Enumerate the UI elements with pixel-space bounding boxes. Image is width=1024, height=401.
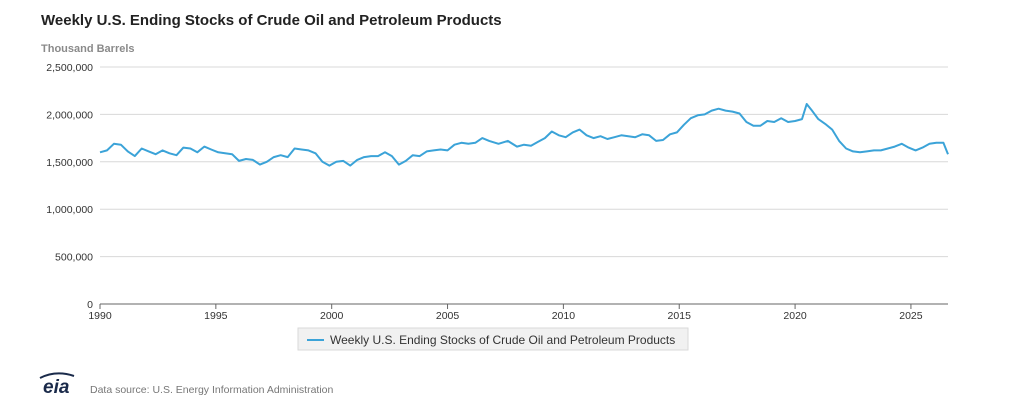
y-tick-label: 500,000 <box>55 252 93 264</box>
eia-logo[interactable]: eia <box>43 377 70 398</box>
chart-title: Weekly U.S. Ending Stocks of Crude Oil a… <box>41 12 502 29</box>
x-tick-label: 2000 <box>320 310 344 322</box>
y-axis-unit-label: Thousand Barrels <box>41 43 135 55</box>
series-line[interactable] <box>99 103 949 167</box>
y-tick-label: 2,500,000 <box>46 62 93 74</box>
x-tick-label: 2020 <box>783 310 807 322</box>
footer: eia Data source: U.S. Energy Information… <box>39 372 334 398</box>
legend-box <box>297 327 689 351</box>
x-tick-label: 1990 <box>88 310 112 322</box>
data-source-text: Data source: U.S. Energy Information Adm… <box>90 384 334 396</box>
y-tick-label: 2,000,000 <box>46 109 93 121</box>
legend-label[interactable]: Weekly U.S. Ending Stocks of Crude Oil a… <box>330 333 675 347</box>
x-tick-label: 1995 <box>204 310 228 322</box>
x-tick-label: 2015 <box>668 310 692 322</box>
series-layer <box>99 103 949 167</box>
x-tick-label: 2025 <box>899 310 923 322</box>
eia-logo-swoosh-icon <box>39 372 75 379</box>
y-axis-ticks: 0 500,000 1,000,000 1,500,000 2,000,000 2,500… <box>46 62 93 311</box>
y-tick-label: 1,000,000 <box>46 204 93 216</box>
y-tick-label: 1,500,000 <box>46 157 93 169</box>
x-tick-label: 2010 <box>552 310 576 322</box>
y-tick-label: 0 <box>87 299 93 311</box>
legend[interactable]: Weekly U.S. Ending Stocks of Crude Oil a… <box>297 327 689 351</box>
grid-lines <box>100 66 948 305</box>
x-axis-ticks: 1990 1995 2000 2005 2010 2015 2020 2025 <box>88 304 923 322</box>
x-tick-label: 2005 <box>436 310 460 322</box>
